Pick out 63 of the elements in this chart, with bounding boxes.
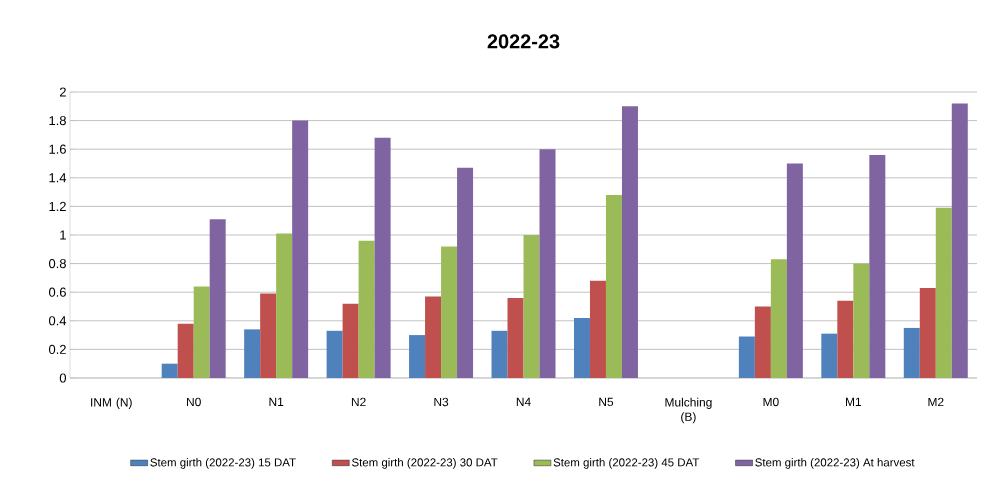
bar [903,327,920,378]
x-tick-label: M0 [763,397,779,407]
legend-label: Stem girth (2022-23) 15 DAT [150,458,296,469]
bar [738,336,755,378]
bar [573,317,590,378]
bar [260,293,277,378]
bar [358,240,375,378]
bar [374,137,391,378]
y-tick-label: 1 [60,230,66,240]
bar [177,323,194,378]
bar [621,106,638,378]
bar [935,207,952,378]
bar [754,306,771,378]
bar [539,149,556,378]
legend-label: Stem girth (2022-23) 30 DAT [351,458,498,469]
bar [292,120,309,378]
y-tick-label: 0.2 [48,344,66,354]
legend-label: Stem girth (2022-23) At harvest [755,458,915,469]
y-tick-label: 1.8 [49,116,66,126]
y-tick-label: 1.6 [49,144,66,154]
y-tick-label: 1.4 [49,173,67,183]
y-tick-label: 1.2 [49,201,66,211]
bar [837,300,854,378]
bar [523,234,540,378]
bar [821,333,838,378]
bar [457,167,474,378]
bar [786,163,803,378]
y-tick-label: 0.6 [48,287,66,297]
x-tick-label: N0 [187,397,201,407]
x-tick-label: N5 [599,397,614,407]
bar [507,297,524,378]
x-tick-label: INM (N) [91,397,132,409]
bar [491,330,508,378]
y-tick-label: 2 [59,87,66,97]
bar [441,246,458,378]
bar [276,233,293,378]
bar [605,194,622,378]
x-tick-label: N2 [351,397,366,407]
x-tick-label: N3 [434,397,449,407]
bar [209,219,226,378]
x-tick-label: M2 [928,397,944,407]
bar [326,330,343,378]
bar [244,329,261,378]
bar [919,287,936,378]
chart-title: 2022-23 [487,34,560,49]
bar [770,259,787,378]
legend-label: Stem girth (2022-23) 45 DAT [553,458,700,469]
bar [161,363,178,378]
bar [409,335,426,378]
x-tick-label: N4 [516,397,531,406]
bar [193,286,210,378]
y-tick-label: 0.8 [48,259,66,269]
bar [853,263,870,378]
y-tick-label: 0.4 [48,316,67,326]
bar [425,296,442,378]
bar [589,280,606,378]
bar [951,103,968,378]
x-tick-label: Mulching (B) [665,397,712,424]
bar [869,154,886,378]
x-tick-label: M1 [846,397,862,406]
y-tick-label: 0 [59,373,66,383]
x-tick-label: N1 [269,397,284,406]
bar [342,303,359,378]
